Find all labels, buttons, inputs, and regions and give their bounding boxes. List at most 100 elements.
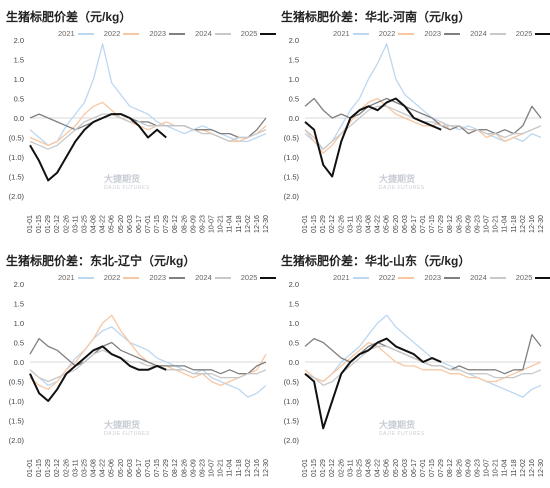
- chart-panel-liaoning: 2.0 1.5 1.0 0.5 0.0 (0.5) (1.0) (1.5) (2.0) 01-01…: [0, 244, 277, 488]
- x-tick-label: 12-02: [245, 215, 252, 233]
- x-tick-label: 12-30: [263, 215, 270, 233]
- y-tick-label: 0.0: [14, 358, 24, 367]
- x-tick-label: 02-26: [338, 215, 345, 233]
- x-tick-label: 12-02: [520, 215, 527, 233]
- x-tick-label: 12-16: [529, 215, 536, 233]
- series-line-2025: [29, 113, 167, 182]
- y-tick-label: 1.5: [14, 300, 24, 309]
- watermark-cn: 大捷期货: [379, 174, 416, 184]
- legend-item-2023: 2023: [149, 29, 186, 38]
- x-tick-label: 05-06: [109, 215, 116, 233]
- x-tick-label: 04-08: [366, 215, 373, 233]
- y-tick-label: 1.5: [14, 56, 24, 65]
- x-tick-label: 07-15: [154, 215, 161, 233]
- x-tick-label: 01-29: [45, 459, 52, 477]
- y-tick-label: 1.0: [14, 75, 24, 84]
- chart-legend: 2021 2022 2023 2024 2025: [58, 273, 277, 282]
- x-tick-label: 12-30: [263, 459, 270, 477]
- legend-item-2025: 2025: [516, 273, 550, 282]
- legend-label: 2025: [240, 29, 258, 38]
- x-tick-label: 02-26: [63, 215, 70, 233]
- x-tick-label: 01-15: [36, 215, 43, 233]
- y-tick-label: (0.5): [9, 378, 25, 387]
- x-tick-label: 08-26: [181, 459, 188, 477]
- series-line-2023: [304, 334, 542, 375]
- legend-label: 2024: [470, 29, 487, 38]
- y-tick-label: (1.5): [284, 173, 300, 182]
- legend-label: 2021: [58, 273, 75, 282]
- x-tick-label: 07-01: [420, 215, 427, 233]
- legend-label: 2023: [149, 29, 167, 38]
- y-tick-label: 0.5: [14, 339, 24, 348]
- x-tick-label: 03-11: [72, 459, 79, 476]
- x-tick-label: 11-04: [502, 215, 509, 232]
- watermark: 大捷期货 DAJIE FUTURES: [104, 418, 150, 437]
- legend-label: 2022: [378, 29, 396, 38]
- legend-item-2021: 2021: [333, 273, 369, 282]
- legend-label: 2022: [103, 273, 121, 282]
- x-tick-label: 02-26: [63, 459, 70, 477]
- chart-svg-shandong: 2.0 1.5 1.0 0.5 0.0 (0.5) (1.0) (1.5) (2.0) 01-01…: [284, 280, 545, 477]
- y-tick-label: (2.0): [9, 436, 25, 445]
- legend-swatch: [398, 276, 415, 279]
- x-tick-label: 01-01: [302, 215, 309, 233]
- x-tick-label: 12-30: [538, 459, 545, 477]
- legend-swatch: [260, 32, 277, 35]
- legend-item-2024: 2024: [470, 273, 506, 282]
- y-tick-label: (1.0): [9, 153, 25, 162]
- x-tick-label: 01-29: [320, 215, 327, 233]
- x-tick-label: 06-03: [127, 459, 134, 477]
- x-tick-label: 12-16: [529, 459, 536, 477]
- x-tick-label: 06-17: [136, 215, 143, 233]
- x-tick-label: 12-16: [254, 215, 261, 233]
- series-line-2025: [304, 97, 442, 178]
- watermark-cn: 大捷期货: [379, 420, 416, 430]
- legend-swatch: [169, 276, 186, 279]
- legend-label: 2024: [195, 29, 212, 38]
- legend-item-2022: 2022: [104, 273, 140, 282]
- legend-item-2021: 2021: [333, 29, 369, 38]
- series-line-2021: [304, 314, 542, 398]
- y-tick-label: (1.0): [284, 397, 300, 406]
- legend-swatch: [444, 32, 461, 35]
- x-tick-label: 05-06: [384, 459, 391, 477]
- y-tick-label: 2.0: [14, 36, 24, 45]
- x-tick-label: 11-18: [236, 215, 243, 232]
- watermark-en: DAJIE FUTURES: [379, 431, 425, 437]
- y-tick-label: 1.0: [14, 319, 24, 328]
- x-tick-label: 04-08: [91, 215, 98, 233]
- x-tick-label: 10-21: [493, 459, 500, 477]
- legend-item-2023: 2023: [424, 273, 461, 282]
- legend-swatch: [123, 276, 140, 279]
- x-tick-label: 04-08: [91, 459, 98, 477]
- legend-swatch: [398, 32, 415, 35]
- y-tick-label: (1.5): [284, 417, 300, 426]
- x-tick-label: 02-12: [329, 215, 336, 233]
- legend-swatch: [489, 32, 506, 35]
- x-tick-label: 10-07: [484, 459, 491, 477]
- x-tick-label: 08-12: [172, 215, 179, 233]
- legend-label: 2022: [378, 273, 396, 282]
- watermark-cn: 大捷期货: [104, 174, 141, 184]
- x-tick-label: 01-15: [311, 215, 318, 233]
- x-tick-label: 03-25: [81, 215, 88, 233]
- watermark: 大捷期货 DAJIE FUTURES: [104, 172, 150, 191]
- y-tick-label: (1.0): [284, 153, 300, 162]
- x-tick-label: 09-23: [474, 215, 481, 233]
- x-tick-label: 08-12: [172, 459, 179, 477]
- y-tick-label: 1.0: [289, 319, 299, 328]
- x-tick-label: 03-11: [347, 215, 354, 232]
- legend-swatch: [352, 276, 369, 279]
- x-tick-label: 06-17: [411, 215, 418, 233]
- x-tick-label: 05-20: [118, 459, 125, 477]
- chart-svg-henan: 2.0 1.5 1.0 0.5 0.0 (0.5) (1.0) (1.5) (2.0) 01-01…: [284, 36, 545, 233]
- y-tick-label: 2.0: [289, 280, 299, 289]
- legend-item-2025: 2025: [516, 29, 550, 38]
- y-tick-label: 2.0: [14, 280, 24, 289]
- x-tick-label: 01-15: [36, 459, 43, 477]
- legend-swatch: [260, 276, 277, 279]
- x-tick-label: 10-21: [218, 459, 225, 477]
- x-tick-label: 01-01: [27, 459, 34, 477]
- x-tick-label: 10-07: [209, 459, 216, 477]
- x-tick-label: 11-18: [511, 459, 518, 476]
